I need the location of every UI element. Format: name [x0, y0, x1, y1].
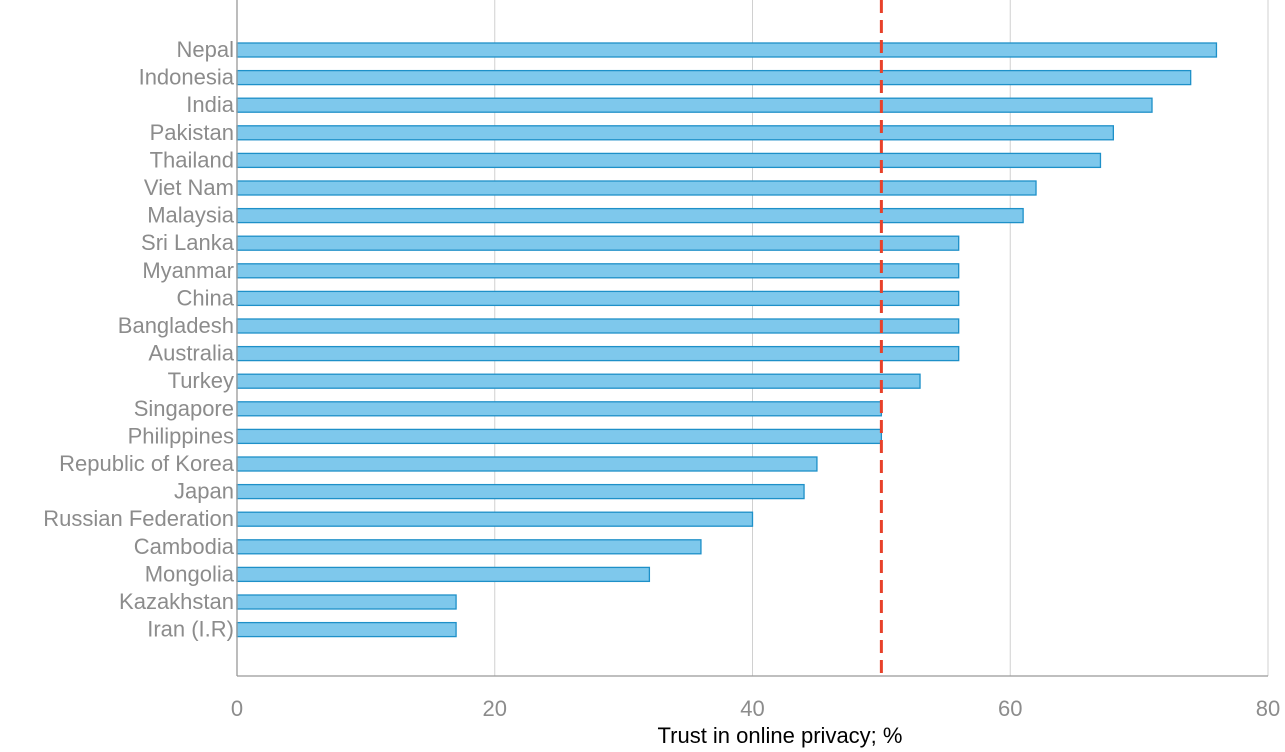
category-label-9: China — [177, 285, 235, 310]
x-tick-label-0: 0 — [231, 696, 243, 721]
bar-20 — [236, 594, 457, 610]
bar-14 — [236, 428, 883, 445]
category-label-5: Viet Nam — [144, 175, 234, 200]
category-label-20: Kazakhstan — [119, 589, 234, 614]
x-tick-label-80: 80 — [1256, 696, 1280, 721]
category-label-7: Sri Lanka — [141, 230, 235, 255]
bar-15 — [236, 456, 818, 472]
bar-3 — [236, 125, 1114, 141]
category-label-18: Cambodia — [134, 534, 235, 559]
x-tick-label-20: 20 — [483, 696, 507, 721]
bar-16 — [236, 483, 805, 500]
category-label-4: Thailand — [150, 147, 234, 172]
category-label-15: Republic of Korea — [59, 451, 235, 476]
category-label-1: Indonesia — [139, 65, 235, 90]
bar-12 — [236, 373, 921, 389]
category-label-12: Turkey — [168, 368, 234, 393]
bar-5 — [236, 180, 1037, 196]
bar-8 — [236, 263, 960, 279]
bar-9 — [236, 290, 960, 307]
bars — [236, 42, 1218, 638]
bar-4 — [236, 152, 1102, 169]
bar-0 — [236, 42, 1218, 58]
category-label-0: Nepal — [177, 37, 234, 62]
category-label-19: Mongolia — [145, 561, 235, 586]
category-label-11: Australia — [148, 341, 234, 366]
bar-19 — [236, 566, 651, 583]
x-tick-label-40: 40 — [740, 696, 764, 721]
category-label-17: Russian Federation — [43, 506, 234, 531]
category-label-10: Bangladesh — [118, 313, 234, 338]
category-label-14: Philippines — [128, 423, 234, 448]
x-tick-label-60: 60 — [998, 696, 1022, 721]
x-axis-title: Trust in online privacy; % — [658, 723, 903, 748]
bar-21 — [236, 621, 457, 638]
axes — [236, 0, 1268, 677]
bar-11 — [236, 345, 960, 362]
bar-17 — [236, 511, 754, 527]
category-label-13: Singapore — [134, 396, 234, 421]
category-label-21: Iran (I.R) — [147, 617, 234, 642]
category-label-2: India — [186, 92, 234, 117]
category-label-8: Myanmar — [142, 258, 234, 283]
bar-6 — [236, 207, 1024, 224]
bar-7 — [236, 235, 960, 251]
category-label-3: Pakistan — [150, 120, 234, 145]
bar-2 — [236, 97, 1153, 113]
bar-13 — [236, 401, 883, 417]
category-label-6: Malaysia — [147, 203, 235, 228]
bar-1 — [236, 69, 1192, 86]
tick-labels: 0 20 40 60 80 — [231, 696, 1280, 721]
bar-10 — [236, 318, 960, 334]
bar-18 — [236, 539, 702, 555]
category-label-16: Japan — [174, 479, 234, 504]
